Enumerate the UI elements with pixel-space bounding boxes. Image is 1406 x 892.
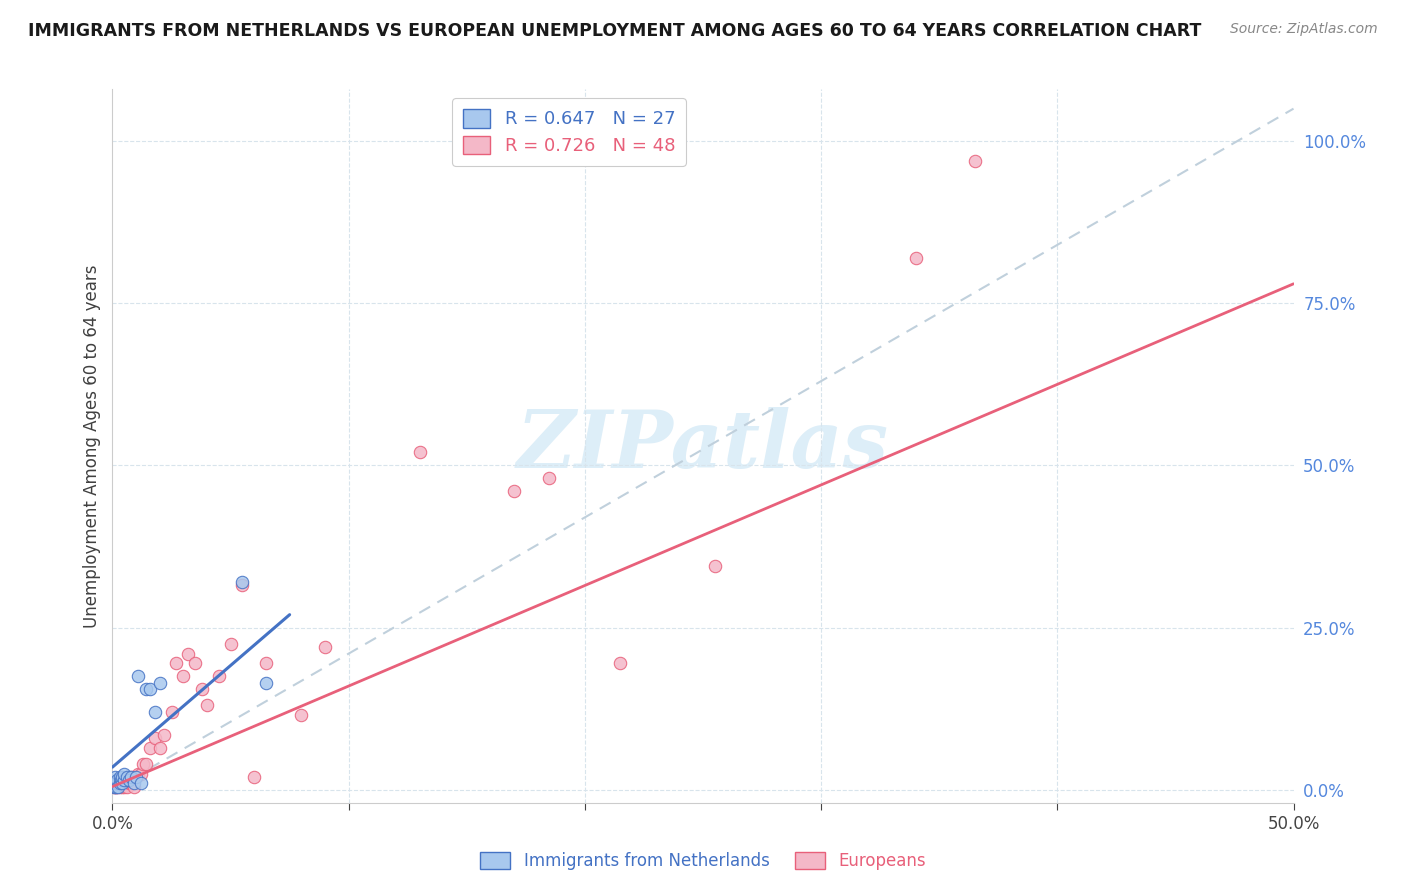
Point [703,559,725,574]
Point [231,575,253,590]
Point [107,780,129,794]
Point [112,773,135,788]
Point [112,773,135,788]
Point [408,445,430,459]
Point [139,682,162,697]
Point [105,776,128,790]
Text: ZIPatlas: ZIPatlas [517,408,889,484]
Point [963,153,986,168]
Point [105,776,128,790]
Point [108,780,131,794]
Point [115,773,138,788]
Point [125,770,148,784]
Point [120,776,142,790]
Point [122,780,145,794]
Point [108,776,131,790]
Point [609,657,631,671]
Point [112,780,135,794]
Point [538,471,561,485]
Point [254,675,277,690]
Point [184,657,207,671]
Point [290,708,312,723]
Point [153,728,176,742]
Point [135,756,157,771]
Point [314,640,336,654]
Point [104,776,127,790]
Point [129,766,152,780]
Point [231,578,253,592]
Point [111,776,134,790]
Point [125,770,148,784]
Point [160,705,183,719]
Point [127,669,149,683]
Point [503,484,526,499]
Point [149,675,172,690]
Point [243,770,266,784]
Point [105,780,128,794]
Point [103,780,125,794]
Point [219,637,242,651]
Point [104,776,127,790]
Point [208,669,231,683]
Point [108,770,131,784]
Point [129,776,152,790]
Point [115,780,138,794]
Point [254,657,277,671]
Point [149,740,172,755]
Point [904,251,927,265]
Legend: Immigrants from Netherlands, Europeans: Immigrants from Netherlands, Europeans [474,845,932,877]
Point [110,773,132,788]
Point [115,770,138,784]
Point [118,773,141,788]
Point [111,780,134,794]
Point [127,766,149,780]
Point [108,776,131,790]
Point [172,669,194,683]
Point [143,705,166,719]
Point [105,773,128,788]
Point [111,770,134,784]
Point [111,776,134,790]
Y-axis label: Unemployment Among Ages 60 to 64 years: Unemployment Among Ages 60 to 64 years [83,264,101,628]
Point [143,731,166,745]
Point [177,647,200,661]
Point [104,770,127,784]
Point [195,698,218,713]
Point [112,766,135,780]
Point [104,780,127,794]
Text: IMMIGRANTS FROM NETHERLANDS VS EUROPEAN UNEMPLOYMENT AMONG AGES 60 TO 64 YEARS C: IMMIGRANTS FROM NETHERLANDS VS EUROPEAN … [28,22,1202,40]
Point [122,776,145,790]
Point [139,740,162,755]
Point [191,682,214,697]
Point [105,780,128,794]
Point [165,657,187,671]
Text: Source: ZipAtlas.com: Source: ZipAtlas.com [1230,22,1378,37]
Point [135,682,157,697]
Point [120,770,142,784]
Point [120,770,142,784]
Point [105,780,128,794]
Point [118,776,141,790]
Point [132,756,155,771]
Point [103,780,125,794]
